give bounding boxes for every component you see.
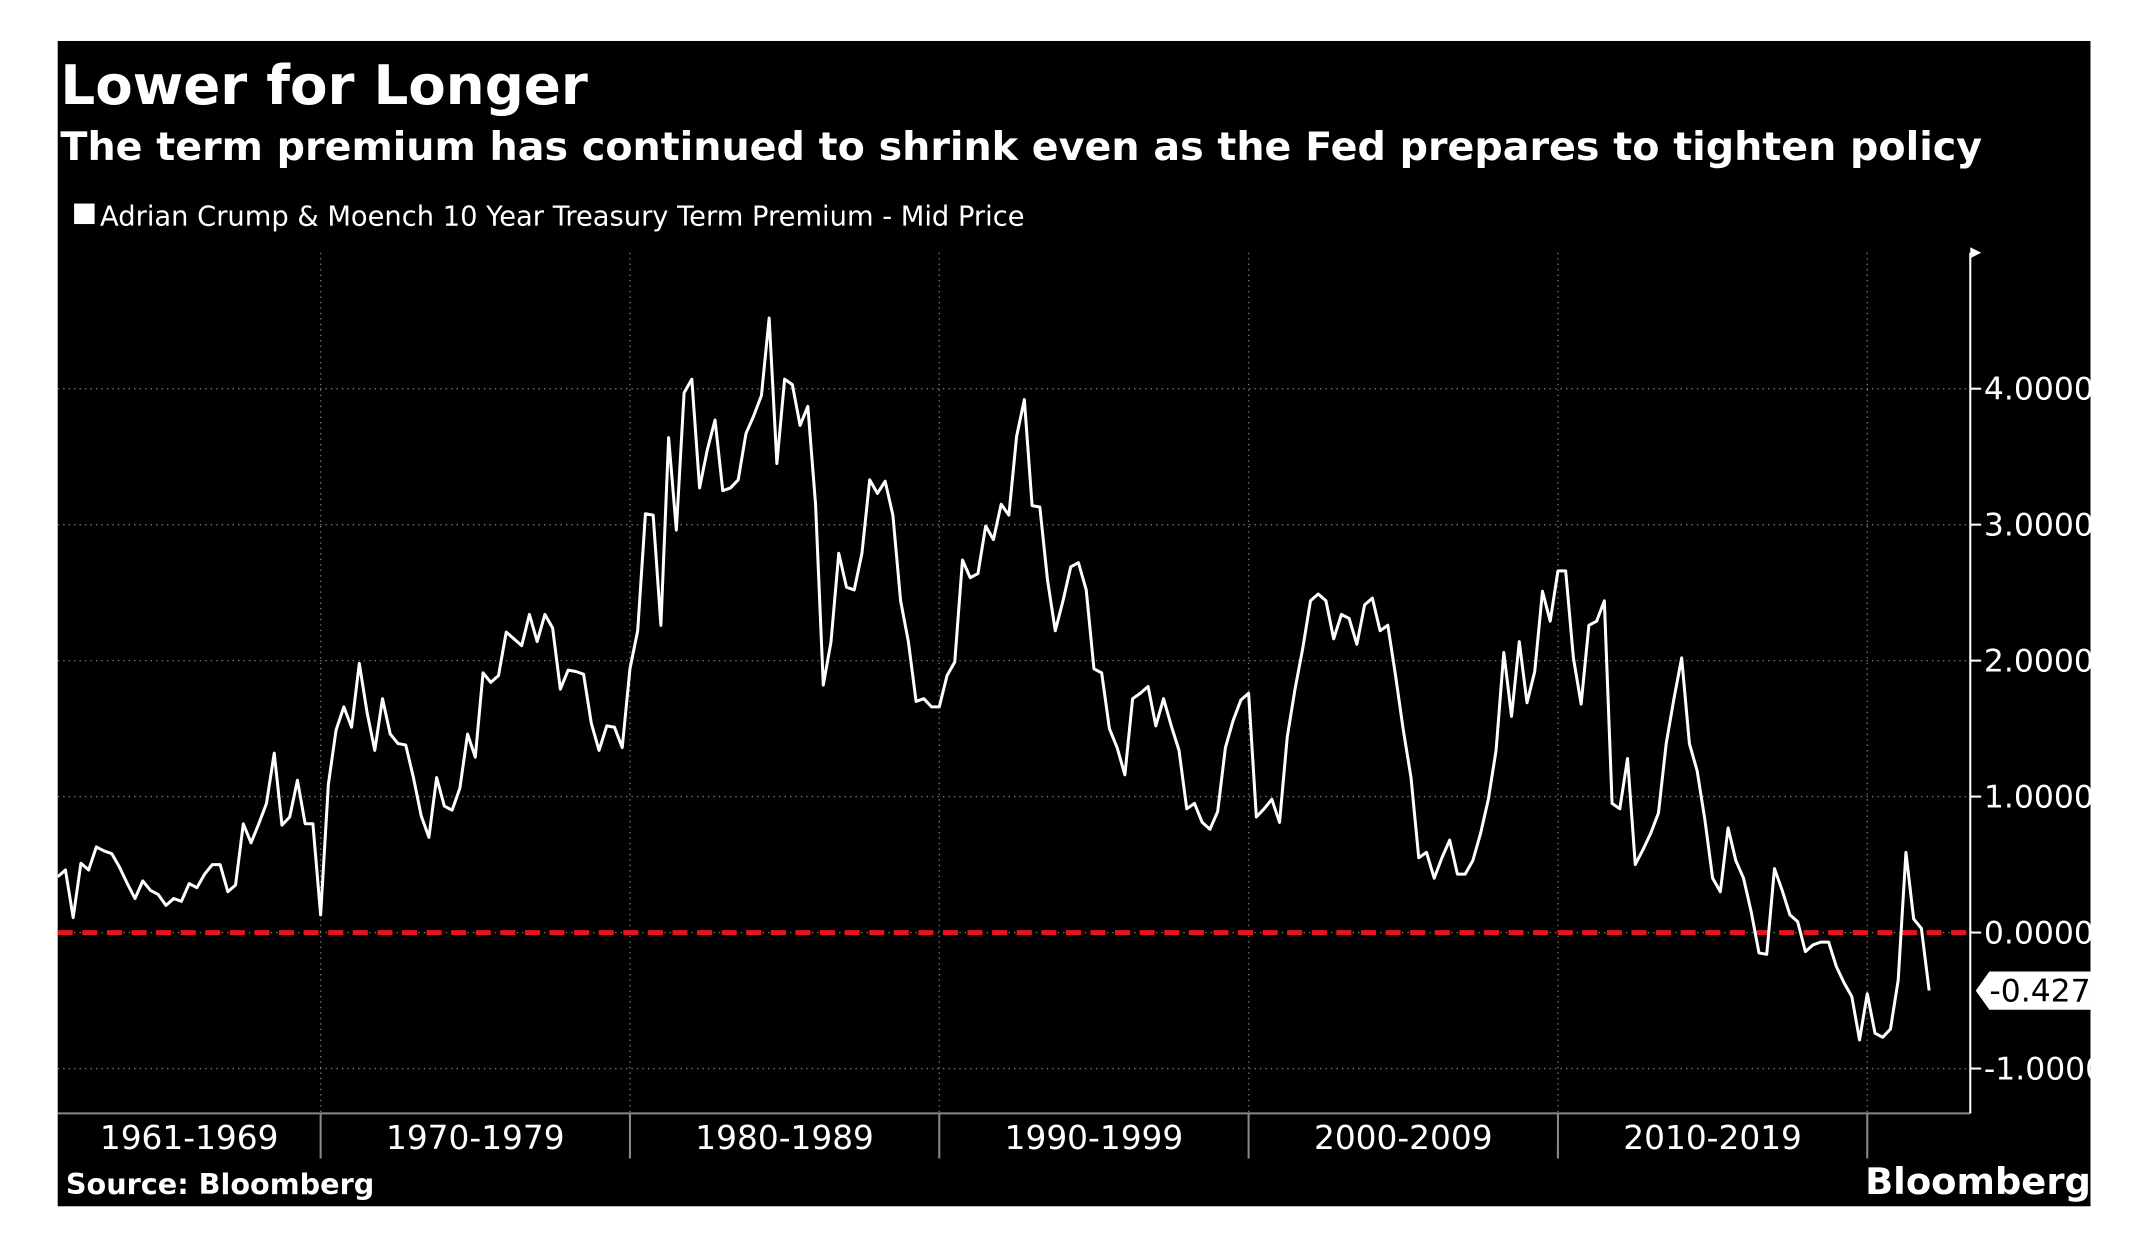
last-value-callout xyxy=(1975,971,2091,1010)
legend-label: Adrian Crump & Moench 10 Year Treasury T… xyxy=(100,201,1025,232)
logo: Bloomberg xyxy=(1865,1160,2091,1203)
y-axis-arrow xyxy=(1970,247,1982,259)
chart-content: Lower for Longer The term premium has co… xyxy=(57,53,2105,1203)
x-band-label: 1990-1999 xyxy=(1005,1119,1184,1157)
panel xyxy=(57,40,2091,1207)
y-tick-label: -1.0000 xyxy=(1984,1051,2105,1087)
last-value-label: -0.427 xyxy=(1989,974,2090,1010)
x-band-label: 1961-1969 xyxy=(100,1119,279,1157)
x-band-label: 1980-1989 xyxy=(695,1119,874,1157)
source: Source: Bloomberg xyxy=(66,1167,374,1201)
y-tick-label: 3.0000 xyxy=(1984,508,2094,544)
line-series xyxy=(57,316,1931,1042)
x-band-label: 2010-2019 xyxy=(1623,1119,1802,1157)
y-tick-label: 1.0000 xyxy=(1984,780,2094,816)
y-tick-label: 2.0000 xyxy=(1984,644,2094,680)
chart-title: Lower for Longer xyxy=(60,53,587,117)
chart-subtitle: The term premium has continued to shrink… xyxy=(60,124,1982,170)
x-band-label: 1970-1979 xyxy=(386,1119,565,1157)
x-band-label: 2000-2009 xyxy=(1314,1119,1493,1157)
y-tick-label: 0.0000 xyxy=(1984,915,2094,951)
y-tick-label: 4.0000 xyxy=(1984,372,2094,408)
legend-swatch xyxy=(74,203,95,225)
